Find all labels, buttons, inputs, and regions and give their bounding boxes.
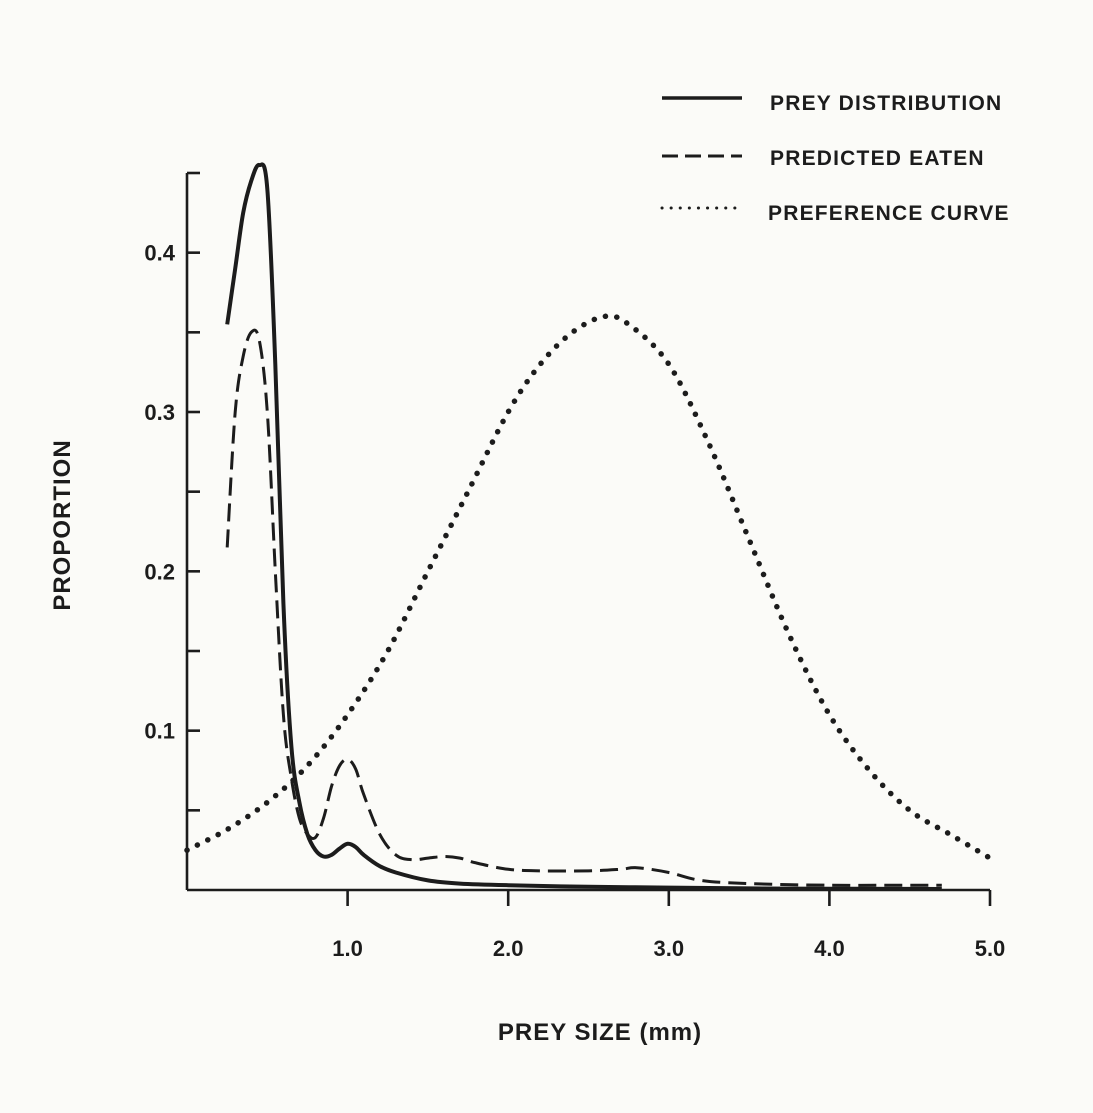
y-tick-label: 0.1 — [144, 719, 175, 744]
legend-label-prey-distribution: PREY DISTRIBUTION — [770, 92, 1002, 115]
y-tick-label: 0.2 — [144, 559, 175, 584]
x-tick-label: 4.0 — [814, 936, 845, 961]
x-tick-label: 3.0 — [654, 936, 685, 961]
x-axis-title: PREY SIZE (mm) — [498, 1019, 702, 1046]
y-axis-title: PROPORTION — [49, 439, 76, 610]
x-tick-label: 2.0 — [493, 936, 524, 961]
legend-label-preference-curve: PREFERENCE CURVE — [768, 202, 1010, 225]
legend: PREY DISTRIBUTION PREDICTED EATEN PREFER… — [660, 92, 1010, 225]
x-tick-label: 1.0 — [332, 936, 363, 961]
ticks: 1.0 2.0 3.0 4.0 5.0 0.1 0.2 0.3 0.4 — [144, 171, 1006, 961]
series-predicted-eaten-line — [225, 328, 942, 887]
series-prey-distribution-line — [225, 162, 942, 891]
legend-label-predicted-eaten: PREDICTED EATEN — [770, 147, 985, 170]
series-layer — [184, 162, 993, 891]
axes — [185, 173, 990, 892]
x-tick-label: 5.0 — [975, 936, 1006, 961]
series-preference-curve-line — [184, 313, 993, 861]
y-tick-label: 0.3 — [144, 400, 175, 425]
y-tick-label: 0.4 — [144, 241, 175, 266]
